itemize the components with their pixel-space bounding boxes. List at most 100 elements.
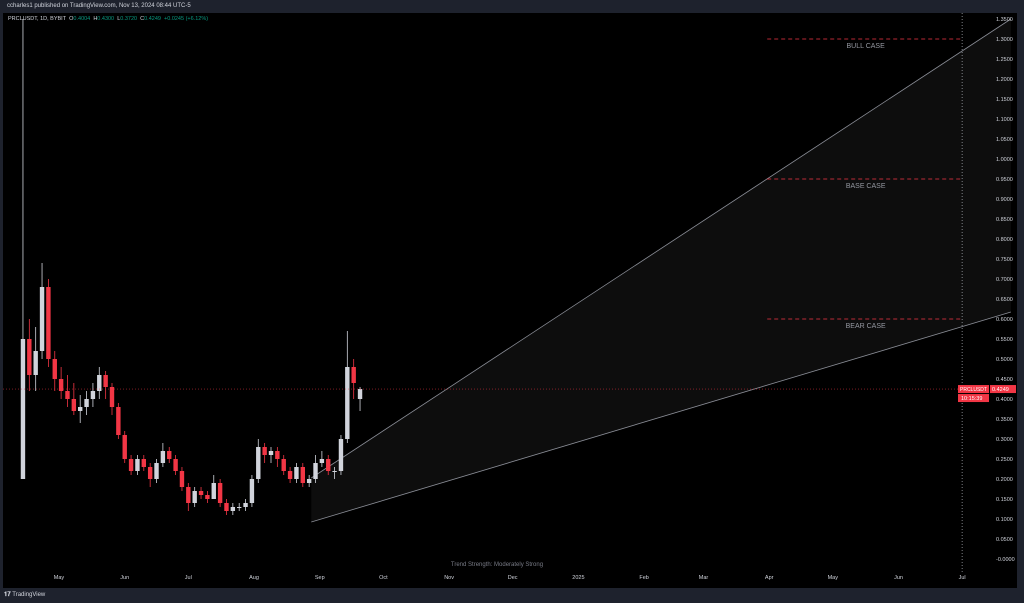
- candle-body: [90, 391, 96, 399]
- channel-fill: [311, 19, 1011, 522]
- price-chart[interactable]: BULL CASE BASE CASE BEAR CASE 1.3500 1.3000 1…: [3, 13, 1017, 588]
- price-tick-label: 0.6500: [996, 297, 1013, 303]
- time-tick-label: Jun: [120, 575, 129, 581]
- countdown-tag: [958, 394, 989, 403]
- candle-body: [160, 451, 166, 463]
- time-tick-label: May: [54, 575, 65, 581]
- candle-body: [27, 339, 32, 375]
- price-tick-label: 0.9500: [996, 177, 1013, 183]
- time-tick-label: Jun: [894, 575, 903, 581]
- price-tick-label: 0.4500: [996, 377, 1013, 383]
- time-tick-label: Feb: [639, 575, 648, 581]
- candle-body: [281, 459, 286, 471]
- price-tick-label: 0.2000: [996, 477, 1013, 483]
- price-tick-label: 1.1500: [996, 97, 1013, 103]
- case-level-label: BEAR CASE: [846, 323, 886, 330]
- time-tick-label: Oct: [379, 575, 388, 581]
- candle-body: [256, 447, 261, 479]
- upper-trendline: [311, 18, 1012, 479]
- price-tick-label: 1.0000: [996, 157, 1013, 163]
- price-tick-label: 0.7000: [996, 277, 1013, 283]
- candle-body: [275, 451, 280, 459]
- price-tick-label: 1.2500: [996, 57, 1013, 63]
- candle-body: [141, 459, 146, 467]
- chart-area[interactable]: BULL CASE BASE CASE BEAR CASE 1.3500 1.3000 1…: [3, 13, 1017, 588]
- candle-body: [287, 471, 293, 479]
- price-tick-label: 0.0500: [996, 537, 1013, 543]
- price-tick-label: 0.2500: [996, 457, 1013, 463]
- candle-body: [167, 451, 172, 459]
- open-value: 0.4004: [73, 16, 91, 22]
- time-tick-label: Apr: [765, 575, 774, 581]
- candle-body: [186, 487, 191, 503]
- publisher-bar: ccharles1 published on TradingView.com, …: [0, 0, 1024, 13]
- time-tick-label: Dec: [508, 575, 518, 581]
- low-label: L: [117, 16, 121, 22]
- candle-body: [332, 471, 337, 472]
- low-value: 0.3720: [120, 16, 138, 22]
- tradingview-logo-icon[interactable]: 𝟏𝟕: [4, 592, 11, 598]
- price-tick-label: 1.2000: [996, 77, 1013, 83]
- price-tick-label: 0.5500: [996, 337, 1013, 343]
- price-tick-label: -0.0000: [996, 557, 1015, 563]
- price-tick-label: 1.0500: [996, 137, 1013, 143]
- price-tick-label: 0.4000: [996, 397, 1013, 403]
- candle-body: [319, 459, 325, 463]
- candle-body: [294, 467, 299, 479]
- candle-body: [306, 479, 312, 483]
- candle-body: [20, 339, 26, 479]
- time-tick-label: Mar: [699, 575, 709, 581]
- candle-body: [135, 459, 140, 471]
- candle-body: [351, 367, 356, 383]
- candle-body: [217, 483, 223, 503]
- candle-body: [198, 491, 204, 495]
- candle-body: [211, 483, 216, 499]
- candle-body: [243, 503, 248, 507]
- time-tick-label: Jul: [185, 575, 192, 581]
- footer: 𝟏𝟕 TradingView: [0, 588, 1024, 603]
- candle-body: [52, 359, 57, 379]
- candle-body: [84, 399, 89, 407]
- candle-body: [249, 479, 255, 503]
- price-tick-label: 0.8000: [996, 237, 1013, 243]
- symbol-info: PRCLUSDT, 1D, BYBIT: [8, 16, 67, 22]
- close-label: C: [140, 16, 145, 22]
- candle-body: [109, 387, 115, 407]
- candle-body: [147, 467, 153, 479]
- time-tick-label: May: [828, 575, 839, 581]
- footer-brand[interactable]: TradingView: [12, 592, 46, 598]
- price-tick-label: 0.8500: [996, 217, 1013, 223]
- candle-body: [78, 407, 83, 411]
- price-tick-label: 0.6000: [996, 317, 1013, 323]
- candle-body: [326, 459, 331, 471]
- candle-body: [357, 389, 363, 399]
- candle-body: [224, 503, 229, 511]
- trend-strength-label: Trend Strength: Moderately Strong: [451, 562, 543, 568]
- time-tick-label: Aug: [249, 575, 259, 581]
- candle-body: [46, 287, 51, 359]
- candle-body: [65, 391, 70, 399]
- candle-body: [179, 471, 185, 487]
- candle-body: [192, 491, 197, 503]
- price-tick-label: 0.1000: [996, 517, 1013, 523]
- candle-body: [262, 447, 267, 455]
- price-tick-label: 0.3000: [996, 437, 1013, 443]
- candle-body: [39, 287, 45, 351]
- candle-body: [33, 351, 38, 375]
- price-tick-label: 0.1500: [996, 497, 1013, 503]
- candle-body: [268, 451, 274, 455]
- candle-body: [154, 463, 159, 479]
- last-price-text: 0.4249: [992, 387, 1009, 393]
- candle-body: [122, 435, 127, 459]
- price-tick-label: 1.3000: [996, 37, 1013, 43]
- time-tick-label: Sep: [315, 575, 325, 581]
- case-level-label: BULL CASE: [847, 43, 886, 50]
- candle-body: [103, 375, 108, 387]
- close-value: 0.4249: [144, 16, 161, 22]
- last-price-tag: [990, 385, 1016, 394]
- candle-body: [338, 439, 344, 471]
- symbol-tag-text: PRCLUSDT: [960, 387, 987, 393]
- publisher-text: ccharles1 published on TradingView.com, …: [7, 3, 191, 9]
- price-tick-label: 1.1000: [996, 117, 1013, 123]
- candle-body: [128, 459, 134, 471]
